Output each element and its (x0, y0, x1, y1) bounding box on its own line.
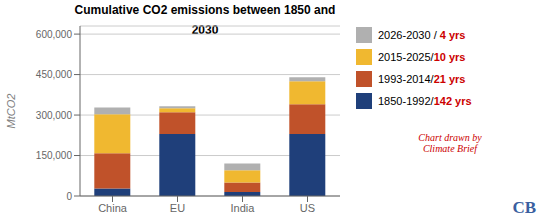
svg-text:300,000: 300,000 (36, 110, 73, 121)
html-text:1993-2014/ 21 yrs: 1993-2014/ 21 yrs (378, 73, 466, 85)
svg-text:US: US (300, 202, 315, 214)
html-text:Cumulative CO2 emissions betwe: Cumulative CO2 emissions between 1850 an… (74, 3, 336, 37)
svg-text:600,000: 600,000 (36, 29, 73, 40)
svg-text:150,000: 150,000 (36, 150, 73, 161)
svg-text:MtCO2: MtCO2 (5, 94, 17, 129)
svg-text:China: China (98, 202, 128, 214)
svg-text:450,000: 450,000 (36, 69, 73, 80)
html-text:Chart drawn by Climate Brief: Chart drawn by Climate Brief (418, 132, 482, 154)
html-text:CB: CB (512, 198, 536, 217)
html-text:1850-1992/ 142 yrs: 1850-1992/ 142 yrs (378, 95, 472, 107)
svg-text:India: India (231, 202, 256, 214)
svg-text:0: 0 (66, 191, 72, 202)
html-text:2026-2030 / 4 yrs: 2026-2030 / 4 yrs (378, 29, 466, 41)
svg-text:EU: EU (170, 202, 185, 214)
html-text:2015-2025/ 10 yrs: 2015-2025/ 10 yrs (378, 51, 466, 63)
